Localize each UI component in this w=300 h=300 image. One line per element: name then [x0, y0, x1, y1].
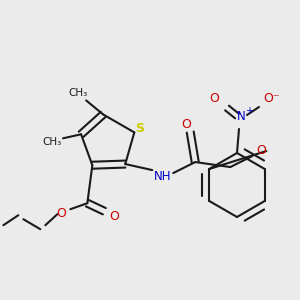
Text: O: O: [181, 118, 191, 130]
Text: +: +: [245, 106, 253, 116]
Text: N: N: [237, 110, 245, 122]
Text: CH₃: CH₃: [68, 88, 88, 98]
Text: O: O: [56, 207, 66, 220]
Text: O⁻: O⁻: [263, 92, 279, 106]
Text: NH: NH: [154, 169, 171, 183]
Text: O: O: [209, 92, 219, 106]
Text: CH₃: CH₃: [43, 137, 62, 147]
Text: O: O: [110, 210, 119, 223]
Text: O: O: [256, 144, 266, 157]
Text: S: S: [135, 122, 144, 135]
